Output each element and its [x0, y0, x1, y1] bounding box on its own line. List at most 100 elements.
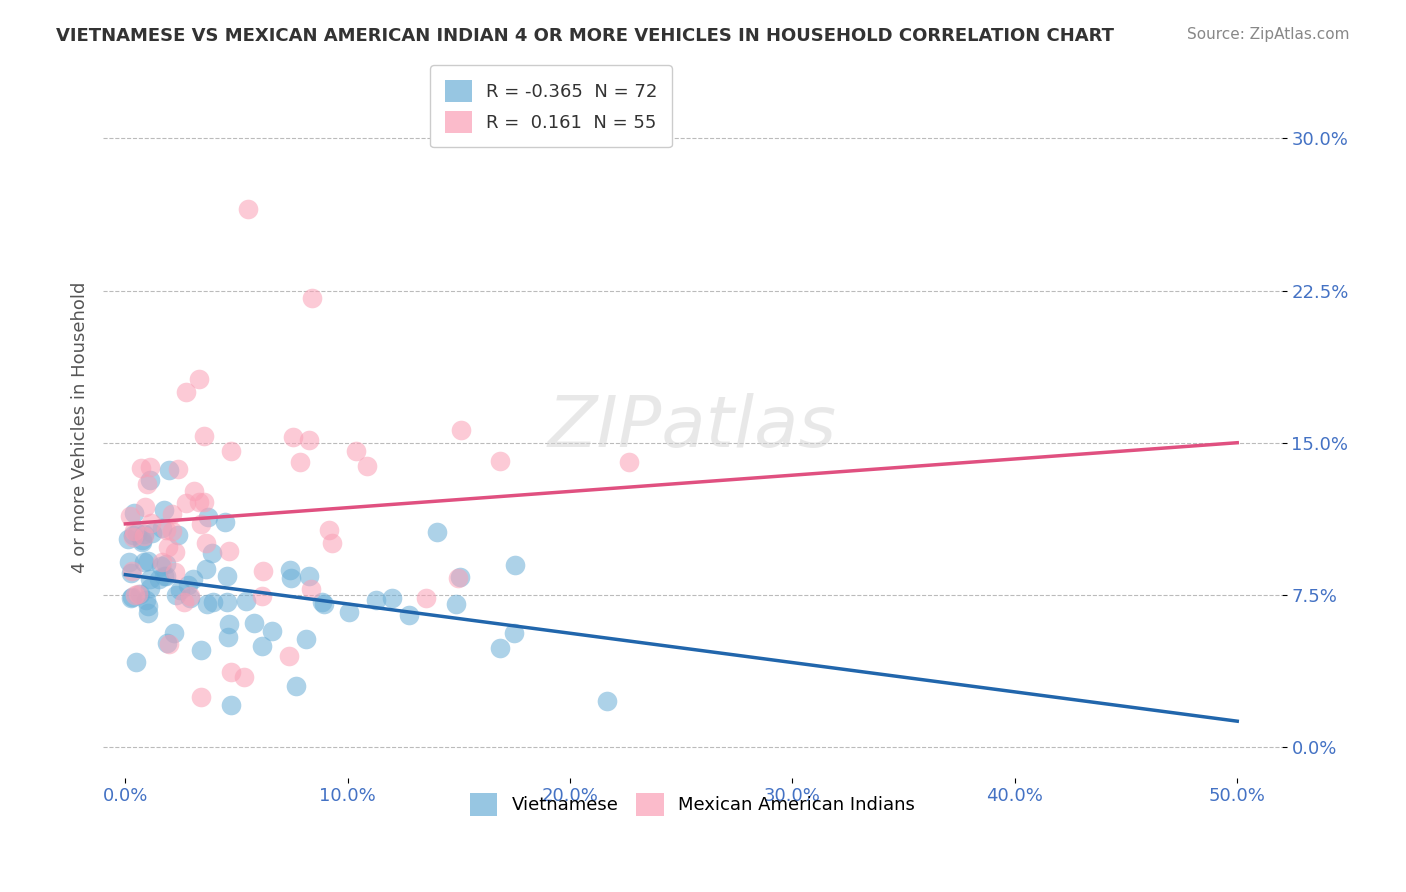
Mexican American Indians [190, 516, 212, 531]
Mexican American Indians [157, 637, 180, 651]
Mexican American Indians [160, 507, 183, 521]
Vietnamese [136, 554, 159, 568]
Mexican American Indians [193, 429, 215, 443]
Mexican American Indians [163, 565, 186, 579]
Vietnamese [134, 526, 156, 541]
Vietnamese [190, 643, 212, 657]
Mexican American Indians [252, 564, 274, 578]
Mexican American Indians [450, 423, 472, 437]
Vietnamese [120, 566, 142, 580]
Mexican American Indians [187, 372, 209, 386]
Mexican American Indians [232, 670, 254, 684]
Mexican American Indians [122, 524, 145, 538]
Vietnamese [136, 607, 159, 621]
Mexican American Indians [173, 595, 195, 609]
Vietnamese [121, 590, 143, 604]
Vietnamese [124, 655, 146, 669]
Mexican American Indians [318, 523, 340, 537]
Vietnamese [215, 595, 238, 609]
Mexican American Indians [121, 564, 143, 578]
Vietnamese [149, 558, 172, 573]
Vietnamese [280, 571, 302, 585]
Vietnamese [150, 521, 173, 535]
Vietnamese [155, 557, 177, 571]
Text: VIETNAMESE VS MEXICAN AMERICAN INDIAN 4 OR MORE VEHICLES IN HOUSEHOLD CORRELATIO: VIETNAMESE VS MEXICAN AMERICAN INDIAN 4 … [56, 27, 1114, 45]
Vietnamese [285, 679, 308, 693]
Mexican American Indians [415, 591, 437, 605]
Vietnamese [120, 591, 142, 606]
Mexican American Indians [219, 444, 242, 458]
Mexican American Indians [183, 483, 205, 498]
Vietnamese [157, 463, 180, 477]
Mexican American Indians [155, 523, 177, 537]
Vietnamese [135, 592, 157, 607]
Vietnamese [312, 597, 335, 611]
Mexican American Indians [129, 461, 152, 475]
Text: Source: ZipAtlas.com: Source: ZipAtlas.com [1187, 27, 1350, 42]
Vietnamese [502, 626, 524, 640]
Mexican American Indians [321, 536, 343, 550]
Mexican American Indians [190, 690, 212, 704]
Mexican American Indians [236, 202, 259, 217]
Mexican American Indians [281, 430, 304, 444]
Mexican American Indians [288, 455, 311, 469]
Vietnamese [117, 532, 139, 546]
Vietnamese [294, 632, 316, 646]
Text: ZIPatlas: ZIPatlas [548, 393, 837, 462]
Mexican American Indians [176, 495, 198, 509]
Vietnamese [489, 640, 512, 655]
Vietnamese [398, 608, 420, 623]
Mexican American Indians [219, 665, 242, 680]
Mexican American Indians [139, 459, 162, 474]
Vietnamese [169, 583, 191, 598]
Mexican American Indians [132, 529, 155, 543]
Vietnamese [235, 594, 257, 608]
Vietnamese [125, 525, 148, 540]
Vietnamese [179, 591, 201, 605]
Mexican American Indians [174, 385, 197, 400]
Vietnamese [219, 698, 242, 713]
Mexican American Indians [167, 461, 190, 475]
Mexican American Indians [120, 508, 142, 523]
Vietnamese [181, 573, 204, 587]
Mexican American Indians [489, 453, 512, 467]
Vietnamese [426, 524, 449, 539]
Vietnamese [217, 631, 239, 645]
Mexican American Indians [187, 494, 209, 508]
Vietnamese [444, 597, 467, 611]
Vietnamese [381, 591, 404, 606]
Vietnamese [260, 624, 283, 639]
Vietnamese [252, 639, 274, 653]
Mexican American Indians [446, 571, 468, 585]
Mexican American Indians [150, 554, 173, 568]
Vietnamese [194, 562, 217, 576]
Mexican American Indians [124, 588, 146, 602]
Vietnamese [121, 527, 143, 541]
Vietnamese [139, 581, 162, 595]
Vietnamese [364, 592, 387, 607]
Vietnamese [218, 617, 240, 632]
Mexican American Indians [127, 587, 149, 601]
Legend: Vietnamese, Mexican American Indians: Vietnamese, Mexican American Indians [461, 784, 924, 824]
Vietnamese [449, 570, 471, 584]
Mexican American Indians [160, 524, 183, 538]
Vietnamese [138, 572, 160, 586]
Mexican American Indians [179, 589, 201, 603]
Vietnamese [122, 506, 145, 520]
Mexican American Indians [194, 536, 217, 550]
Vietnamese [134, 555, 156, 569]
Vietnamese [156, 636, 179, 650]
Vietnamese [278, 563, 301, 577]
Vietnamese [337, 606, 360, 620]
Mexican American Indians [277, 649, 299, 664]
Vietnamese [155, 568, 177, 582]
Mexican American Indians [301, 291, 323, 305]
Mexican American Indians [165, 545, 187, 559]
Vietnamese [242, 615, 264, 630]
Vietnamese [197, 509, 219, 524]
Mexican American Indians [141, 516, 163, 530]
Mexican American Indians [156, 541, 179, 555]
Vietnamese [136, 599, 159, 614]
Mexican American Indians [356, 458, 378, 473]
Vietnamese [195, 597, 218, 611]
